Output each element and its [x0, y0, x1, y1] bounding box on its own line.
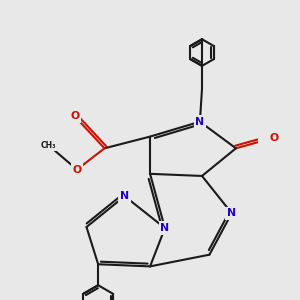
Text: N: N [195, 117, 205, 127]
Text: O: O [269, 133, 279, 143]
Text: O: O [70, 111, 80, 122]
Text: N: N [160, 223, 169, 233]
Text: N: N [120, 191, 129, 201]
Text: O: O [72, 165, 82, 175]
Text: N: N [227, 208, 236, 218]
Text: CH₃: CH₃ [40, 141, 56, 150]
